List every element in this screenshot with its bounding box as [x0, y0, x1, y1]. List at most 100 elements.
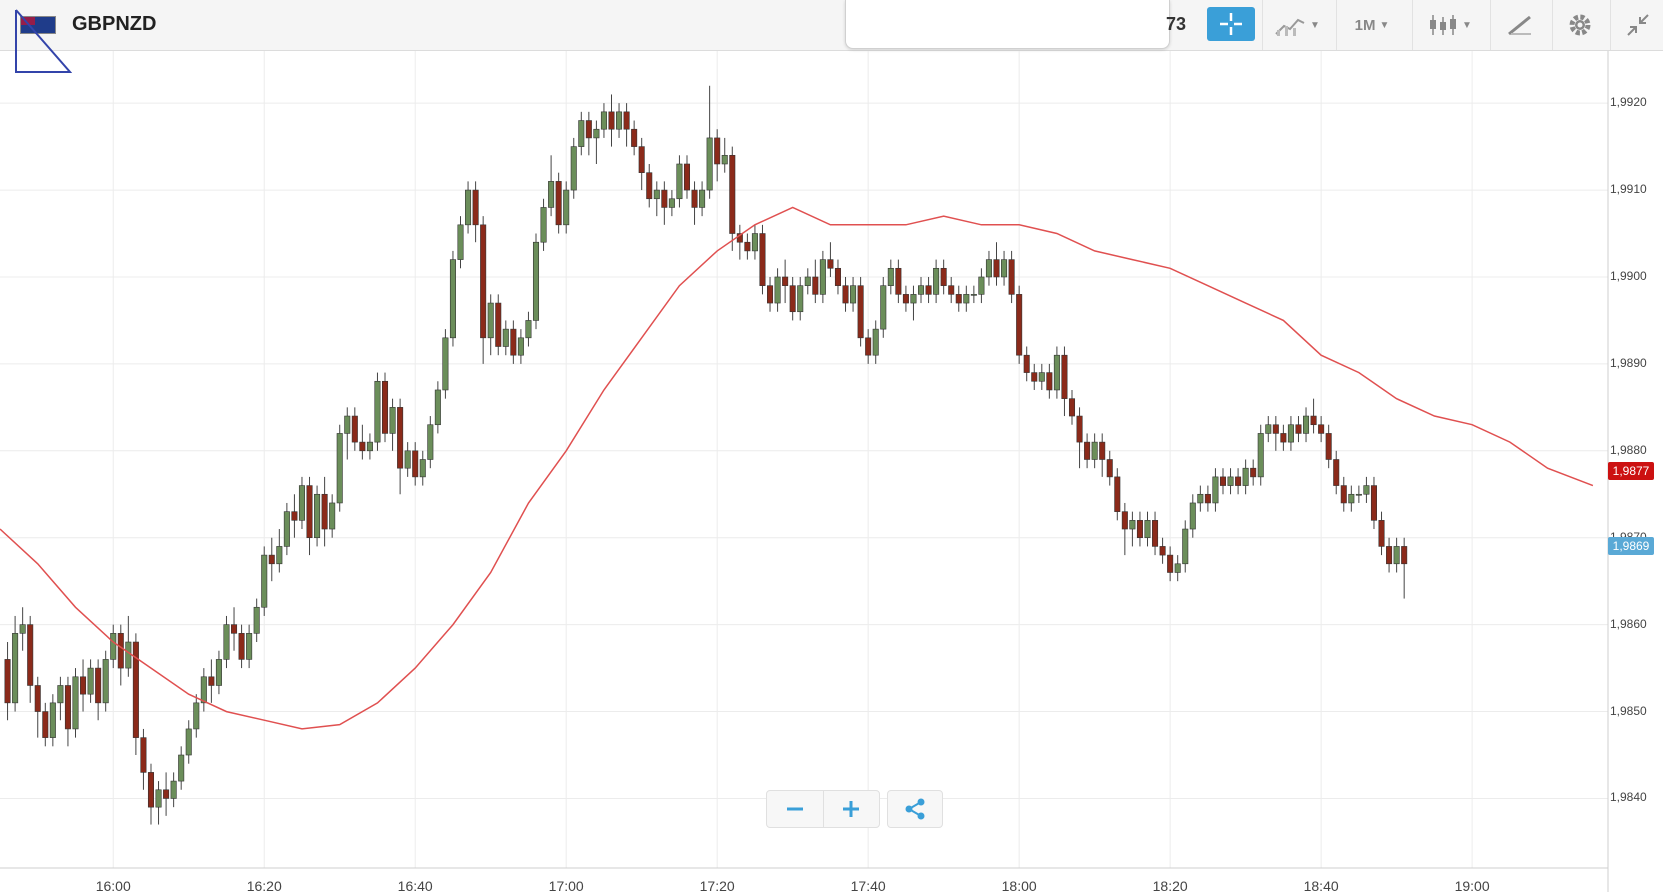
candle-down: [631, 128, 638, 147]
candle-down: [1325, 433, 1332, 460]
candle-up: [1355, 493, 1362, 496]
candle-up: [102, 659, 109, 704]
candle-up: [329, 502, 336, 530]
y-tick-label: 1,9900: [1610, 268, 1647, 283]
candle-down: [1386, 546, 1393, 565]
candle-up: [872, 328, 879, 356]
last-price-tag: 1,9869: [1608, 537, 1654, 555]
candle-down: [510, 328, 517, 356]
candle-down: [1152, 520, 1159, 547]
candlestick-button[interactable]: ▼: [1412, 0, 1487, 50]
price-chart[interactable]: [0, 51, 1663, 892]
candle-down: [1023, 354, 1030, 373]
candle-up: [563, 189, 570, 226]
candle-up: [1197, 493, 1204, 504]
candle-up: [178, 754, 185, 782]
candle-down: [1046, 372, 1053, 391]
candle-up: [880, 285, 887, 330]
candle-down: [495, 302, 502, 347]
candle-up: [1189, 502, 1196, 530]
candle-down: [782, 276, 789, 286]
timeframe-button[interactable]: 1M ▼: [1336, 0, 1407, 50]
candle-down: [729, 154, 736, 234]
x-tick-label: 16:40: [397, 878, 433, 894]
candle-up: [910, 294, 917, 304]
candle-down: [1016, 294, 1023, 356]
candle-up: [12, 633, 19, 704]
candle-down: [1031, 372, 1038, 382]
candle-down: [397, 407, 404, 469]
candle-up: [110, 633, 117, 660]
candle-down: [1378, 520, 1385, 547]
candle-down: [767, 285, 774, 304]
candlestick-icon: [1430, 15, 1457, 35]
ma-price-tag: 1,9877: [1608, 462, 1654, 480]
y-tick-label: 1,9840: [1610, 790, 1647, 805]
candle-up: [1363, 485, 1370, 495]
x-tick-label: 17:40: [850, 878, 886, 894]
candle-down: [1008, 259, 1015, 295]
settings-button[interactable]: [1552, 0, 1607, 50]
crosshair-button[interactable]: [1207, 7, 1255, 41]
candle-down: [714, 137, 721, 165]
draw-button[interactable]: [1490, 0, 1549, 50]
collapse-button[interactable]: [1610, 0, 1663, 50]
share-icon: [905, 798, 925, 820]
candle-up: [1303, 415, 1310, 434]
candle-down: [34, 685, 41, 712]
candle-up: [1265, 424, 1272, 434]
candle-down: [1114, 476, 1121, 512]
candle-up: [917, 285, 925, 295]
y-tick-label: 1,9850: [1610, 703, 1647, 718]
share-button[interactable]: [887, 790, 943, 828]
candle-down: [4, 659, 11, 704]
candle-up: [502, 328, 509, 347]
gear-icon: [1569, 14, 1591, 36]
candle-up: [434, 389, 441, 426]
candle-down: [857, 285, 864, 339]
candle-down: [895, 267, 902, 295]
candle-down: [381, 380, 389, 434]
candle-up: [419, 459, 426, 478]
candle-down: [1318, 424, 1325, 434]
timeframe-label: 1M: [1354, 16, 1376, 34]
candle-up: [706, 137, 713, 191]
candle-down: [1099, 441, 1106, 460]
zoom-in-button[interactable]: [822, 791, 880, 827]
candle-up: [1182, 528, 1189, 565]
candle-down: [1061, 354, 1068, 399]
candle-up: [1091, 441, 1098, 460]
candle-down: [789, 285, 796, 313]
candle-up: [1144, 520, 1151, 539]
chart-toolbar: GBPNZD 73 ▼ 1M ▼ ▼: [0, 0, 1663, 73]
candle-down: [1310, 415, 1317, 426]
candle-up: [570, 146, 577, 191]
candle-up: [804, 276, 811, 286]
candle-down: [321, 493, 328, 530]
line-chart-button[interactable]: ▼: [1262, 0, 1331, 50]
candle-up: [314, 493, 321, 539]
candle-down: [306, 485, 313, 539]
current-price-partial: 73: [1166, 14, 1187, 34]
candle-up: [170, 780, 177, 799]
candle-down: [238, 633, 245, 660]
candle-down: [661, 189, 668, 208]
candle-up: [389, 407, 396, 434]
candle-down: [812, 276, 819, 295]
candle-up: [1038, 372, 1045, 382]
candle-down: [480, 224, 487, 339]
candle-down: [1159, 546, 1166, 556]
candle-up: [457, 224, 464, 260]
candle-up: [253, 606, 260, 634]
candle-up: [261, 554, 268, 608]
candle-up: [797, 285, 804, 313]
candle-down: [64, 685, 71, 730]
zoom-out-button[interactable]: [767, 791, 823, 827]
candle-up: [985, 259, 992, 278]
symbol-name[interactable]: GBPNZD: [72, 13, 157, 35]
search-dropdown[interactable]: [845, 0, 1170, 49]
candle-up: [668, 198, 675, 208]
candle-up: [465, 189, 472, 226]
candle-up: [427, 424, 434, 460]
candle-up: [366, 441, 373, 452]
